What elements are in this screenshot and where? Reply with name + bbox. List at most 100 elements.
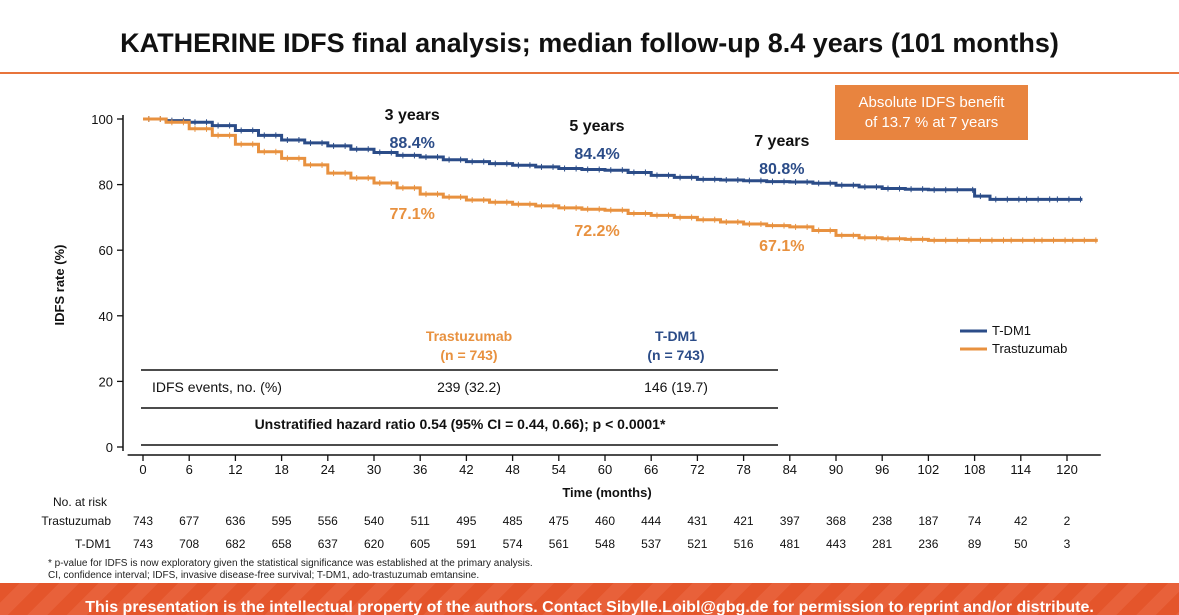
footnotes: * p-value for IDFS is now exploratory gi…	[48, 558, 533, 582]
milestone-tdm1-36: 88.4%	[390, 135, 435, 152]
at-risk-value: 605	[410, 537, 430, 551]
y-tick-label-40: 40	[99, 309, 113, 324]
x-tick-label-6: 6	[186, 462, 193, 477]
milestone-labels: 3 years 88.4% 77.1% 5 years 84.4% 72.2% 7 year…	[385, 107, 810, 255]
footnote-abbreviations: CI, confidence interval; IDFS, invasive …	[48, 570, 480, 581]
at-risk-value: 74	[968, 514, 982, 528]
at-risk-value: 42	[1014, 514, 1028, 528]
x-tick-label-48: 48	[505, 462, 519, 477]
x-tick-label-84: 84	[783, 462, 797, 477]
footnote-pvalue: * p-value for IDFS is now exploratory gi…	[48, 558, 533, 569]
x-tick-label-12: 12	[228, 462, 242, 477]
survival-curves	[143, 116, 1098, 244]
y-axis-label: IDFS rate (%)	[52, 245, 67, 326]
milestone-tdm1-84: 80.8%	[759, 161, 804, 178]
x-tick-label-18: 18	[274, 462, 288, 477]
y-tick-label-100: 100	[91, 112, 113, 127]
at-risk-table: No. at risk Trastuzumab 743 677 636 595 556 54…	[41, 495, 1070, 551]
page-title: KATHERINE IDFS final analysis; median fo…	[120, 28, 1059, 58]
at-risk-value: 3	[1064, 537, 1071, 551]
x-tick-label-30: 30	[367, 462, 381, 477]
x-tick-label-108: 108	[964, 462, 986, 477]
table-row-label: IDFS events, no. (%)	[152, 379, 282, 395]
table-value-trastuzumab: 239 (32.2)	[437, 379, 501, 395]
at-risk-value: 444	[641, 514, 661, 528]
legend-label-trastuzumab: Trastuzumab	[992, 341, 1067, 356]
at-risk-value: 236	[918, 537, 938, 551]
milestone-trastuzumab-60: 72.2%	[574, 223, 619, 240]
at-risk-value: 743	[133, 514, 153, 528]
at-risk-value: 677	[179, 514, 199, 528]
x-tick-label-36: 36	[413, 462, 427, 477]
copyright-text: This presentation is the intellectual pr…	[85, 599, 1094, 615]
at-risk-value: 708	[179, 537, 199, 551]
x-tick-label-114: 114	[1010, 462, 1031, 477]
at-risk-value: 475	[549, 514, 569, 528]
milestone-tdm1-60: 84.4%	[574, 146, 619, 163]
x-tick-label-96: 96	[875, 462, 889, 477]
callout-line-2: of 13.7 % at 7 years	[864, 114, 999, 131]
x-tick-label-102: 102	[918, 462, 940, 477]
milestone-year-60: 5 years	[569, 118, 624, 135]
at-risk-value: 516	[734, 537, 754, 551]
at-risk-value: 511	[411, 514, 430, 528]
table-col-tdm1: T-DM1	[655, 328, 697, 344]
at-risk-value: 556	[318, 514, 338, 528]
title-divider	[0, 72, 1179, 74]
at-risk-value: 521	[687, 537, 707, 551]
at-risk-value: 682	[225, 537, 245, 551]
at-risk-value: 595	[272, 514, 292, 528]
milestone-trastuzumab-84: 67.1%	[759, 238, 804, 255]
at-risk-value: 495	[456, 514, 476, 528]
curve-trastuzumab	[143, 117, 1098, 242]
axes: 0 20 40 60 80 100 0 6 12 18 24 30 36 42 48 54 60 66 72 78 84…	[91, 112, 1101, 477]
at-risk-value: 591	[456, 537, 476, 551]
y-tick-label-80: 80	[99, 178, 113, 193]
milestone-year-36: 3 years	[385, 107, 440, 124]
table-col-trastuzumab-n: (n = 743)	[440, 347, 497, 363]
at-risk-label-1: T-DM1	[75, 537, 111, 551]
copyright-banner: This presentation is the intellectual pr…	[0, 583, 1179, 615]
y-tick-label-20: 20	[99, 374, 113, 389]
curve-tdm1	[143, 117, 1083, 201]
at-risk-value: 636	[225, 514, 245, 528]
at-risk-value: 637	[318, 537, 338, 551]
x-tick-label-90: 90	[829, 462, 843, 477]
table-col-tdm1-n: (n = 743)	[647, 347, 704, 363]
at-risk-title: No. at risk	[53, 495, 108, 509]
at-risk-value: 658	[272, 537, 292, 551]
at-risk-value: 743	[133, 537, 153, 551]
callout-line-1: Absolute IDFS benefit	[858, 94, 1005, 111]
table-col-trastuzumab: Trastuzumab	[426, 328, 512, 344]
at-risk-value: 620	[364, 537, 384, 551]
y-tick-label-0: 0	[106, 440, 113, 455]
milestone-trastuzumab-36: 77.1%	[390, 206, 435, 223]
at-risk-value: 238	[872, 514, 892, 528]
x-tick-label-72: 72	[690, 462, 704, 477]
at-risk-value: 431	[687, 514, 707, 528]
events-table: Trastuzumab (n = 743) T-DM1 (n = 743) ID…	[141, 328, 778, 446]
at-risk-value: 50	[1014, 537, 1028, 551]
x-tick-label-78: 78	[736, 462, 750, 477]
at-risk-value: 2	[1064, 514, 1071, 528]
at-risk-value: 574	[503, 537, 523, 551]
at-risk-value: 187	[918, 514, 938, 528]
at-risk-value: 548	[595, 537, 615, 551]
milestone-year-84: 7 years	[754, 133, 809, 150]
table-value-tdm1: 146 (19.7)	[644, 379, 708, 395]
x-tick-label-66: 66	[644, 462, 658, 477]
x-tick-label-54: 54	[552, 462, 566, 477]
benefit-callout: Absolute IDFS benefit of 13.7 % at 7 yea…	[835, 85, 1028, 140]
x-tick-label-120: 120	[1056, 462, 1078, 477]
at-risk-value: 485	[503, 514, 523, 528]
legend-label-tdm1: T-DM1	[992, 323, 1031, 338]
at-risk-value: 421	[734, 514, 754, 528]
censor-marks-trastuzumab	[148, 116, 1097, 244]
at-risk-value: 561	[549, 537, 569, 551]
at-risk-label-0: Trastuzumab	[41, 514, 111, 528]
at-risk-value: 537	[641, 537, 661, 551]
at-risk-value: 89	[968, 537, 982, 551]
x-tick-label-24: 24	[321, 462, 335, 477]
at-risk-value: 460	[595, 514, 615, 528]
